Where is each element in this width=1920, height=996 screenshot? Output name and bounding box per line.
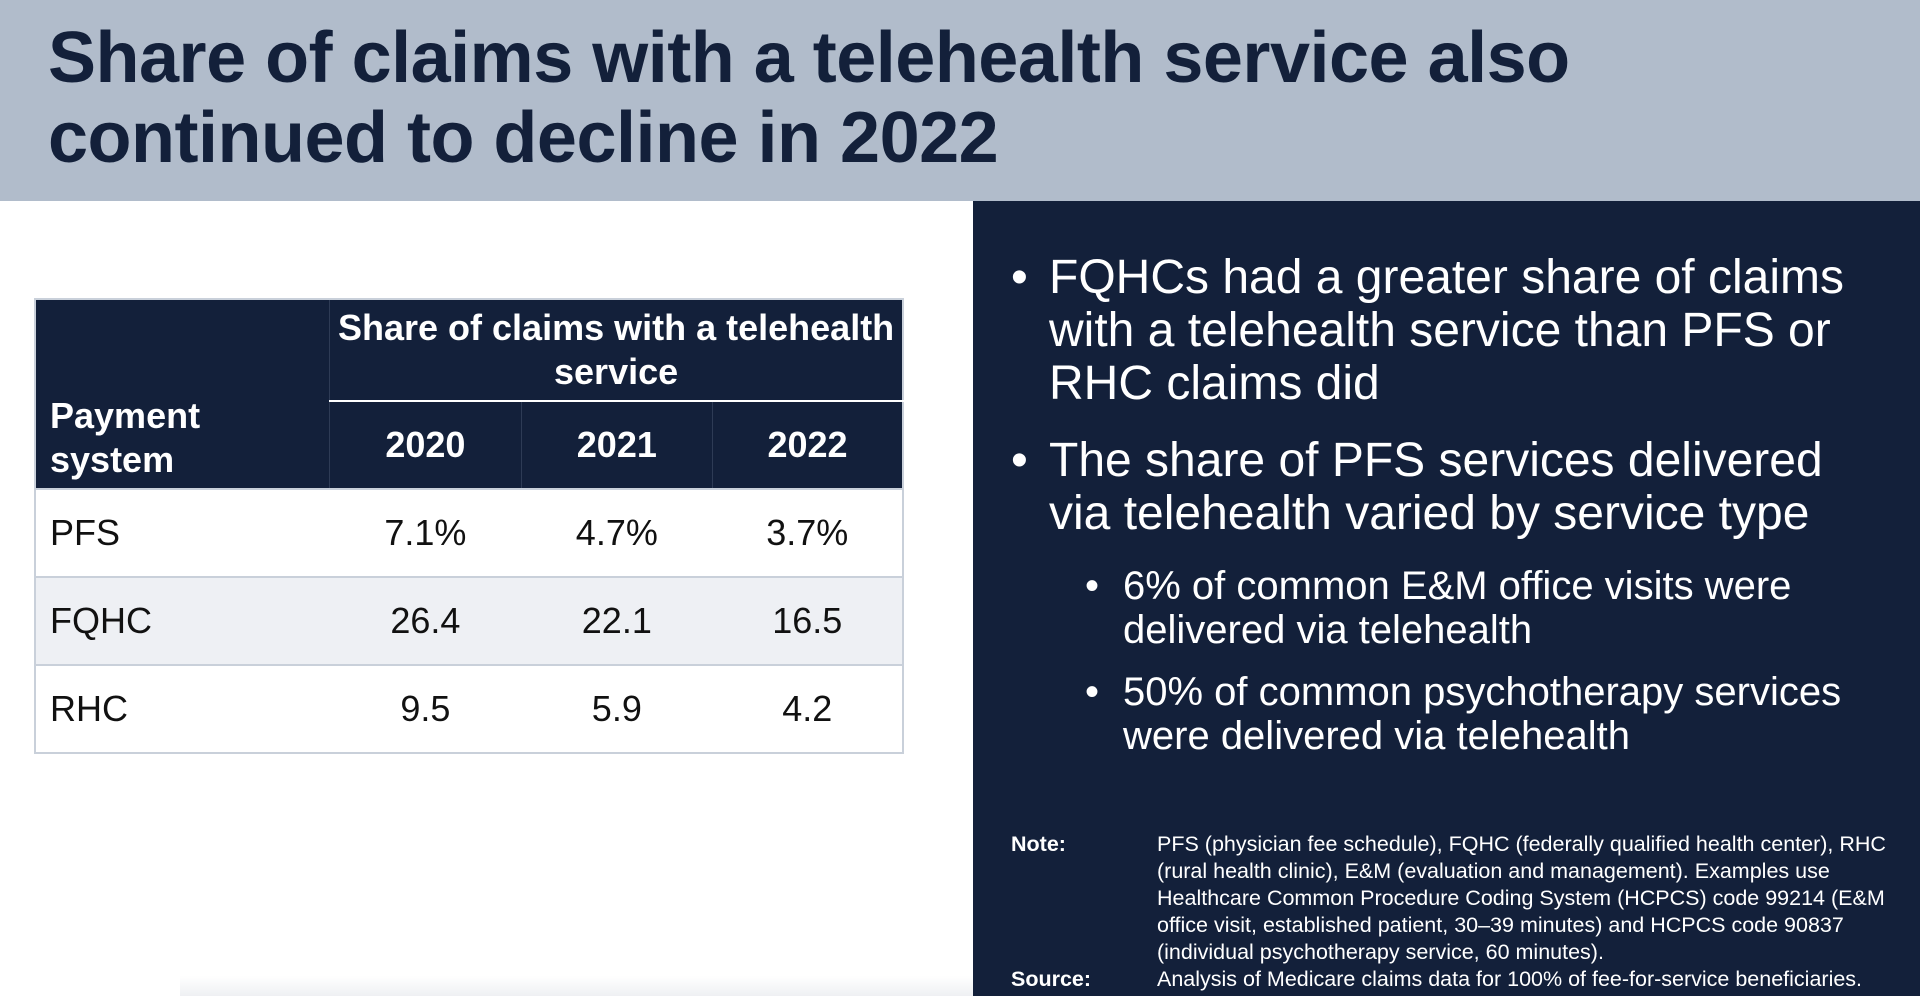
title-banner: Share of claims with a telehealth servic… [0, 0, 1920, 201]
table-cell: 3.7% [712, 488, 903, 577]
sub-bullet-item: • 6% of common E&M office visits were de… [1011, 564, 1891, 652]
note-text: PFS (physician fee schedule), FQHC (fede… [1157, 832, 1886, 964]
bullet-item: • The share of PFS services delivered vi… [1011, 434, 1891, 540]
table-row: RHC 9.5 5.9 4.2 [35, 664, 903, 753]
year-header: 2020 [329, 401, 522, 489]
bullet-marker: • [1011, 434, 1028, 487]
bullet-text: FQHCs had a greater share of claims with… [1049, 251, 1844, 410]
table-cell: 9.5 [329, 664, 522, 753]
table-panel: Payment system Share of claims with a te… [0, 201, 973, 996]
source-label: Source: [1011, 967, 1092, 991]
table-cell: 16.5 [712, 576, 903, 665]
sub-bullet-item: • 50% of common psychotherapy services w… [1011, 670, 1891, 758]
telehealth-share-table: Payment system Share of claims with a te… [34, 298, 904, 754]
table-row: PFS 7.1% 4.7% 3.7% [35, 488, 903, 577]
table-cell: 22.1 [521, 576, 713, 665]
table-cell: 26.4 [329, 576, 522, 665]
source: Source: Analysis of Medicare claims data… [1011, 966, 1911, 993]
bullet-list: • FQHCs had a greater share of claims wi… [1011, 251, 1891, 776]
table-cell: 5.9 [521, 664, 713, 753]
table-cell: 4.2 [712, 664, 903, 753]
note-label: Note: [1011, 832, 1066, 856]
footnotes: Note: PFS (physician fee schedule), FQHC… [1011, 831, 1911, 993]
table-row: FQHC 26.4 22.1 16.5 [35, 576, 903, 665]
bullet-marker: • [1011, 251, 1028, 304]
bullet-marker: • [1085, 670, 1100, 714]
bullet-item: • FQHCs had a greater share of claims wi… [1011, 251, 1891, 410]
note: Note: PFS (physician fee schedule), FQHC… [1011, 831, 1911, 966]
row-label: PFS [35, 488, 330, 577]
bullet-marker: • [1085, 564, 1100, 608]
sub-bullet-text: 6% of common E&M office visits were deli… [1123, 564, 1792, 652]
telehealth-share-header: Share of claims with a telehealth servic… [329, 299, 903, 402]
source-text: Analysis of Medicare claims data for 100… [1157, 967, 1863, 991]
year-header: 2021 [521, 401, 714, 489]
page-title: Share of claims with a telehealth servic… [48, 18, 1570, 178]
sub-bullet-text: 50% of common psychotherapy services wer… [1123, 670, 1842, 758]
row-label: RHC [35, 664, 330, 753]
row-label: FQHC [35, 576, 330, 665]
table-cell: 4.7% [521, 488, 713, 577]
findings-panel: • FQHCs had a greater share of claims wi… [973, 201, 1920, 996]
bullet-text: The share of PFS services delivered via … [1049, 434, 1823, 540]
year-header: 2022 [712, 401, 903, 489]
table-cell: 7.1% [329, 488, 522, 577]
payment-system-header: Payment system [35, 299, 331, 489]
